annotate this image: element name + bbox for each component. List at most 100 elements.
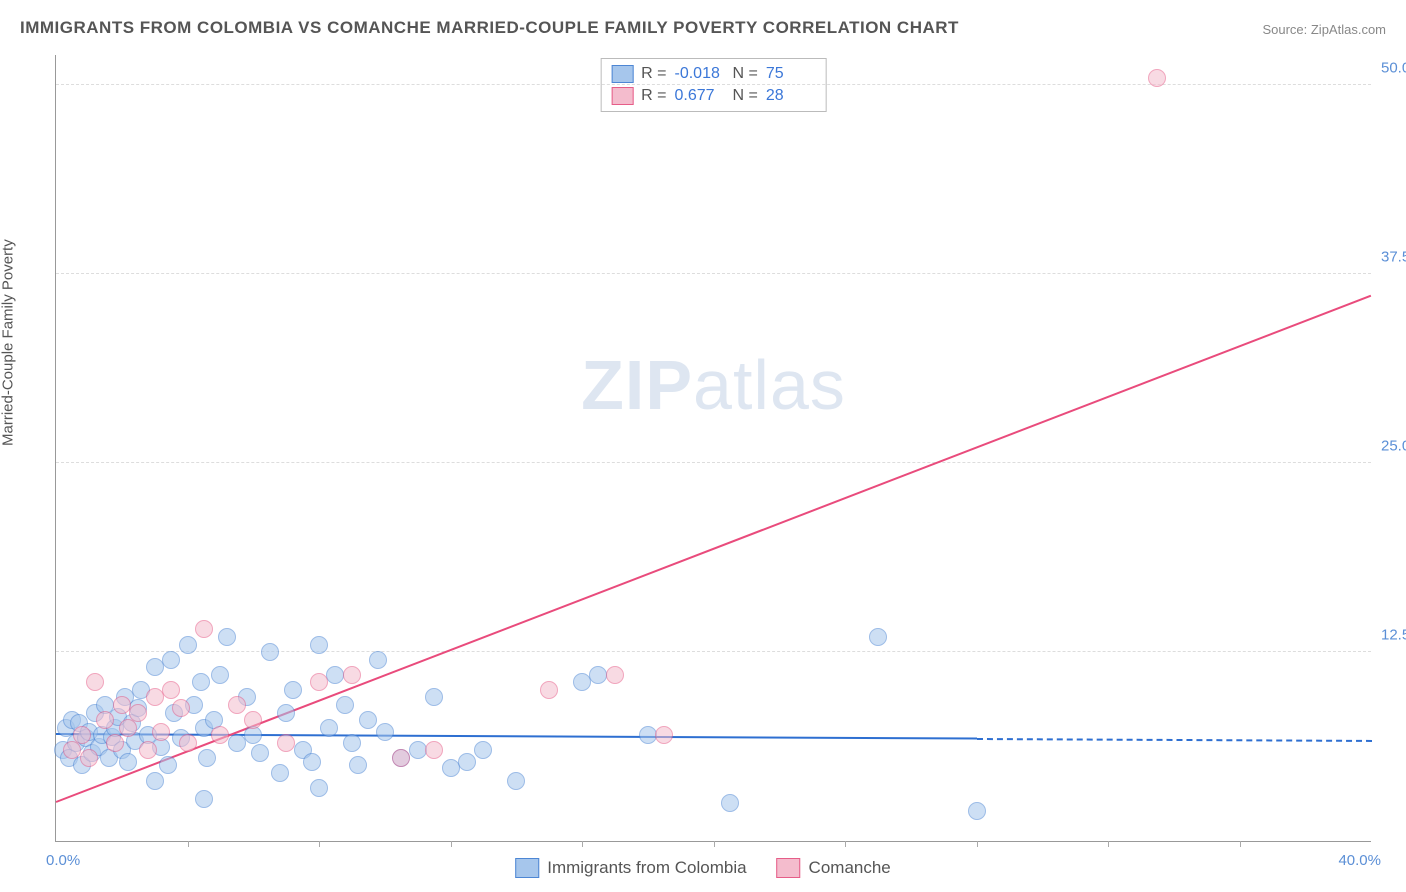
data-point-series1 [349, 756, 367, 774]
data-point-series2 [310, 673, 328, 691]
data-point-series2 [86, 673, 104, 691]
data-point-series2 [211, 726, 229, 744]
data-point-series1 [303, 753, 321, 771]
data-point-series2 [179, 734, 197, 752]
data-point-series1 [573, 673, 591, 691]
data-point-series2 [606, 666, 624, 684]
y-tick-label: 37.5% [1381, 249, 1406, 266]
y-axis-title: Married-Couple Family Poverty [0, 239, 17, 446]
data-point-series2 [80, 749, 98, 767]
x-tick [845, 841, 846, 847]
data-point-series2 [655, 726, 673, 744]
data-point-series1 [277, 704, 295, 722]
x-tick [977, 841, 978, 847]
data-point-series1 [458, 753, 476, 771]
data-point-series2 [113, 696, 131, 714]
data-point-series1 [146, 658, 164, 676]
data-point-series1 [721, 794, 739, 812]
data-point-series2 [146, 688, 164, 706]
data-point-series2 [540, 681, 558, 699]
swatch-series1-bottom [515, 858, 539, 878]
data-point-series2 [162, 681, 180, 699]
data-point-series1 [589, 666, 607, 684]
data-point-series1 [119, 753, 137, 771]
data-point-series2 [392, 749, 410, 767]
data-point-series2 [343, 666, 361, 684]
x-tick [1108, 841, 1109, 847]
data-point-series1 [376, 723, 394, 741]
swatch-series2-bottom [777, 858, 801, 878]
stats-row-series1: R =-0.018 N =75 [611, 63, 816, 85]
data-point-series1 [218, 628, 236, 646]
x-tick [188, 841, 189, 847]
data-point-series2 [106, 734, 124, 752]
data-point-series2 [277, 734, 295, 752]
data-point-series1 [228, 734, 246, 752]
watermark: ZIPatlas [581, 345, 846, 425]
x-tick [1240, 841, 1241, 847]
data-point-series1 [507, 772, 525, 790]
data-point-series1 [310, 779, 328, 797]
data-point-series1 [359, 711, 377, 729]
data-point-series2 [63, 741, 81, 759]
data-point-series2 [172, 699, 190, 717]
swatch-series2 [611, 87, 633, 105]
y-tick-label: 25.0% [1381, 438, 1406, 455]
data-point-series2 [73, 726, 91, 744]
legend-item-series2: Comanche [777, 858, 891, 878]
data-point-series1 [146, 772, 164, 790]
data-point-series2 [244, 711, 262, 729]
legend-label-series1: Immigrants from Colombia [547, 858, 746, 878]
data-point-series2 [425, 741, 443, 759]
chart-plot-area: ZIPatlas R =-0.018 N =75 R =0.677 N =28 … [55, 55, 1371, 842]
data-point-series2 [119, 719, 137, 737]
data-point-series1 [639, 726, 657, 744]
data-point-series1 [369, 651, 387, 669]
data-point-series1 [409, 741, 427, 759]
trendline-dashed-series1 [976, 738, 1371, 742]
data-point-series2 [1148, 69, 1166, 87]
x-tick [714, 841, 715, 847]
x-tick [582, 841, 583, 847]
data-point-series1 [320, 719, 338, 737]
gridline-h [56, 84, 1371, 85]
data-point-series1 [336, 696, 354, 714]
data-point-series2 [129, 704, 147, 722]
data-point-series1 [284, 681, 302, 699]
gridline-h [56, 462, 1371, 463]
data-point-series2 [139, 741, 157, 759]
data-point-series2 [195, 620, 213, 638]
data-point-series1 [162, 651, 180, 669]
x-tick [451, 841, 452, 847]
data-point-series1 [968, 802, 986, 820]
data-point-series1 [261, 643, 279, 661]
data-point-series1 [192, 673, 210, 691]
stats-row-series2: R =0.677 N =28 [611, 85, 816, 107]
swatch-series1 [611, 65, 633, 83]
source-label: Source: ZipAtlas.com [1262, 22, 1386, 37]
data-point-series1 [474, 741, 492, 759]
data-point-series1 [326, 666, 344, 684]
bottom-legend: Immigrants from Colombia Comanche [515, 858, 891, 878]
data-point-series1 [310, 636, 328, 654]
gridline-h [56, 273, 1371, 274]
data-point-series1 [211, 666, 229, 684]
data-point-series1 [869, 628, 887, 646]
data-point-series1 [195, 790, 213, 808]
data-point-series1 [159, 756, 177, 774]
data-point-series1 [251, 744, 269, 762]
y-tick-label: 12.5% [1381, 627, 1406, 644]
x-min-label: 0.0% [46, 852, 80, 869]
x-tick [319, 841, 320, 847]
data-point-series1 [425, 688, 443, 706]
x-max-label: 40.0% [1338, 852, 1381, 869]
gridline-h [56, 651, 1371, 652]
data-point-series1 [343, 734, 361, 752]
data-point-series1 [271, 764, 289, 782]
data-point-series2 [96, 711, 114, 729]
y-tick-label: 50.0% [1381, 60, 1406, 77]
data-point-series1 [198, 749, 216, 767]
data-point-series1 [442, 759, 460, 777]
data-point-series2 [228, 696, 246, 714]
legend-item-series1: Immigrants from Colombia [515, 858, 746, 878]
